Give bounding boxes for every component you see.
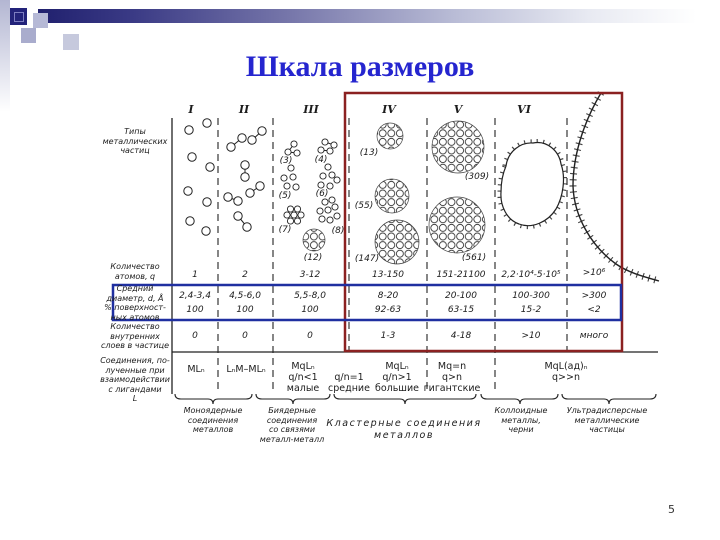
column-header-3: III xyxy=(303,103,319,116)
cell-diameter-7: >300 xyxy=(581,291,607,301)
column-VI-colloid-blob xyxy=(497,139,567,230)
label-ligand-compounds: Соединения, по- лученные при взаимодейст… xyxy=(100,356,170,403)
formula-small-clusters: MqLₙ q/n<1 малые xyxy=(286,361,320,394)
column-I-atoms xyxy=(183,118,215,236)
column-header-5: V xyxy=(453,103,463,116)
cell-surface-4: 92-63 xyxy=(374,305,402,315)
cell-atoms-1: 1 xyxy=(192,270,198,280)
label-diameter: Средний диаметр, d, Å xyxy=(106,284,164,303)
cluster-label-55: (55) xyxy=(354,201,374,211)
group-label-colloidal-metals: Коллоидные металлы, черни xyxy=(494,406,548,434)
header-bar xyxy=(38,9,710,23)
table-grid-lines xyxy=(171,118,658,394)
label-atom-count: Количество атомов, q xyxy=(110,262,160,281)
cluster-label-7: (7) xyxy=(278,225,292,235)
cell-layers-4: 1-3 xyxy=(380,331,396,341)
cell-surface-2: 100 xyxy=(236,305,254,315)
group-braces xyxy=(174,393,657,405)
cell-atoms-5: 151-21100 xyxy=(436,270,486,280)
cell-atoms-3: 3-12 xyxy=(299,270,321,280)
cell-atoms-7: >10⁶ xyxy=(582,268,606,278)
cell-layers-6: >10 xyxy=(521,331,541,341)
cell-layers-1: 0 xyxy=(192,331,198,341)
cell-diameter-5: 20-100 xyxy=(445,291,477,301)
cell-layers-5: 4-18 xyxy=(450,331,472,341)
cell-surface-3: 100 xyxy=(301,305,319,315)
cell-surface-1: 100 xyxy=(186,305,204,315)
label-particle-types: Типы металлических частиц xyxy=(102,127,168,155)
cell-diameter-2: 4,5-6,0 xyxy=(229,291,261,301)
cell-layers-3: 0 xyxy=(307,331,313,341)
group-label-mononuclear: Моноядерные соединения металлов xyxy=(183,406,243,434)
cell-diameter-4: 8-20 xyxy=(377,291,399,301)
column-header-4: IV xyxy=(382,103,396,116)
cell-diameter-6: 100-300 xyxy=(512,291,550,301)
cluster-label-13: (13) xyxy=(359,148,379,158)
group-label-binuclear: Биядерные соединения со связями металл-м… xyxy=(259,406,325,444)
column-header-2: II xyxy=(238,103,250,116)
cluster-label-561: (561) xyxy=(461,253,487,263)
bulk-metal-curve xyxy=(569,91,660,285)
cell-atoms-2: 2 xyxy=(242,270,248,280)
deco-square-gray xyxy=(21,28,36,43)
cluster-label-147: (147) xyxy=(354,254,380,264)
cluster-label-6: (6) xyxy=(315,189,329,199)
cell-surface-5: 63-15 xyxy=(447,305,475,315)
cluster-label-3: (3) xyxy=(279,156,293,166)
column-II-dimers xyxy=(223,126,267,232)
label-inner-layers: Количество внутренних слоев в частице xyxy=(100,322,170,350)
formula-giant-clusters: Mq=n q>n гигантские xyxy=(423,361,481,394)
cell-surface-6: 15-2 xyxy=(520,305,542,315)
deco-square-lavender xyxy=(33,13,48,28)
cluster-label-309: (309) xyxy=(464,172,490,182)
formula-adsorbed-ligands: MqL(ад)ₙ q>>n xyxy=(544,361,588,383)
column-V-large-clusters xyxy=(428,120,486,254)
cluster-label-12: (12) xyxy=(303,253,323,263)
cluster-label-8: (8) xyxy=(331,226,345,236)
deco-square-inner xyxy=(14,12,24,22)
column-header-6: VI xyxy=(517,103,531,116)
column-III-small-clusters xyxy=(280,138,341,252)
cell-atoms-4: 13-150 xyxy=(372,270,404,280)
cell-diameter-3: 5,5-8,0 xyxy=(294,291,326,301)
page-number: 5 xyxy=(668,503,675,516)
formula-medium-clusters: q/n=1 средние xyxy=(328,372,370,394)
deco-square-navy xyxy=(10,8,27,25)
page-title: Шкала размеров xyxy=(245,50,475,83)
cell-diameter-1: 2,4-3,4 xyxy=(179,291,211,301)
cluster-label-5: (5) xyxy=(278,191,292,201)
red-highlight-box xyxy=(343,91,624,353)
cell-surface-7: <2 xyxy=(587,305,601,315)
group-label-cluster-compounds: Кластерные соединения металлов xyxy=(326,418,482,441)
group-label-ultradisperse: Ультрадисперсные металлические частицы xyxy=(566,406,648,434)
cell-layers-7: много xyxy=(579,331,609,341)
cell-layers-2: 0 xyxy=(242,331,248,341)
label-surface-atoms: % поверхност- ных атомов xyxy=(104,303,166,322)
column-header-1: I xyxy=(188,103,194,116)
formula-binuclear: LₙM–MLₙ xyxy=(226,364,266,375)
cluster-label-4: (4) xyxy=(314,155,328,165)
column-IV-medium-clusters xyxy=(374,122,420,265)
cell-atoms-6: 2,2·10⁴-5·10⁵ xyxy=(501,270,561,280)
deco-square-light xyxy=(63,34,79,50)
left-gradient-strip xyxy=(0,0,10,112)
blue-highlight-box xyxy=(111,283,623,322)
formula-mononuclear: MLₙ xyxy=(187,364,205,375)
formula-large-clusters: MqLₙ q/n>1 большие xyxy=(374,361,420,394)
